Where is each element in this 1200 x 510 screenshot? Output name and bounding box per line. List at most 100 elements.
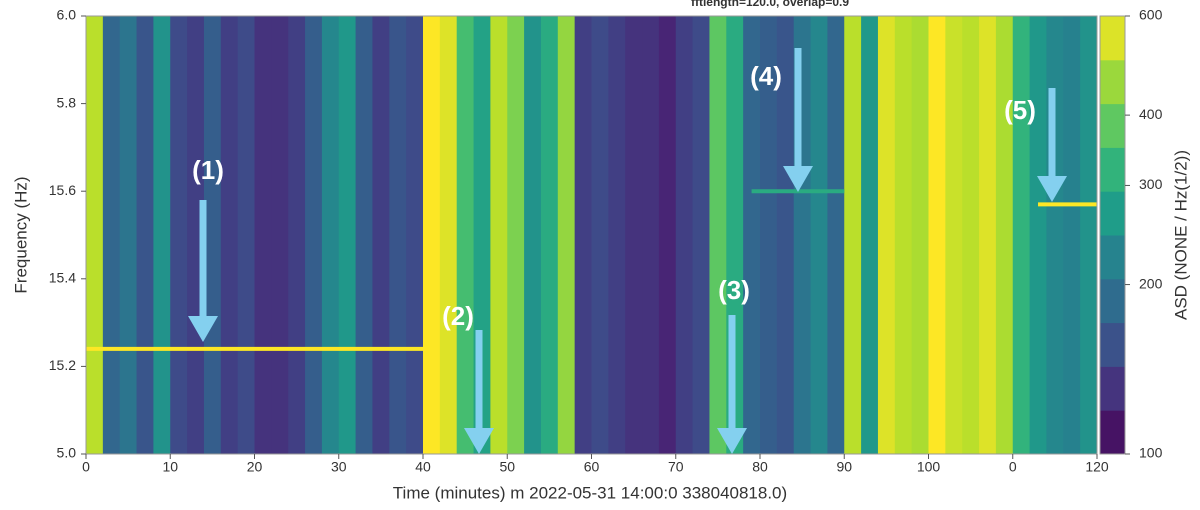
spectrogram-column [203, 16, 222, 454]
annotation: (3) [718, 275, 750, 305]
spectrogram-column [928, 16, 946, 454]
spectrogram-column [709, 16, 727, 454]
annotation: (4) [750, 61, 782, 91]
spectrogram-column [170, 16, 188, 454]
spectrogram-column [625, 16, 643, 454]
colorbar-tick-label: 100 [1139, 445, 1163, 461]
colorbar-step [1100, 410, 1125, 455]
annotation: (2) [442, 301, 474, 331]
spectrogram-column [389, 16, 407, 454]
spectrogram-column [423, 16, 441, 454]
arrow-head [1037, 176, 1067, 202]
spectrogram-column [153, 16, 171, 454]
x-tick-label: 70 [668, 459, 684, 475]
spectrogram-column [305, 16, 323, 454]
spectrogram-column [658, 16, 677, 454]
colorbar-step [1100, 16, 1125, 61]
colorbar-step [1100, 103, 1125, 148]
spectrogram-column [321, 16, 340, 454]
x-tick-label: 100 [917, 459, 941, 475]
spectrogram-column [995, 16, 1014, 454]
spectrogram-column [456, 16, 475, 454]
x-tick-label: 0 [1009, 459, 1017, 475]
y-tick-label: 15.6 [49, 182, 76, 198]
spectrogram-column [490, 16, 508, 454]
chart-title: fftlength=120.0, overlap=0.9 [691, 0, 849, 9]
spectrogram-column [608, 16, 626, 454]
spectrogram-column [591, 16, 609, 454]
colorbar-step [1100, 278, 1125, 324]
x-tick-label: 90 [836, 459, 852, 475]
colorbar-step [1100, 191, 1125, 236]
spectrogram-column [642, 16, 660, 454]
spectrogram-column [1080, 16, 1098, 454]
spectrogram-column [372, 16, 390, 454]
x-tick-label: 30 [331, 459, 347, 475]
annotation: (1) [192, 155, 224, 185]
spectrogram-column [220, 16, 239, 454]
colorbar-step [1100, 59, 1125, 105]
spectrogram-column [743, 16, 761, 454]
spectrogram-column [962, 16, 980, 454]
spectrogram-column [406, 16, 424, 454]
spectrogram-column [237, 16, 255, 454]
colorbar-label: ASD (NONE / Hz(1/2)) [1171, 150, 1190, 320]
y-tick-label: 5.0 [57, 445, 77, 461]
x-tick-label: 80 [752, 459, 768, 475]
spectrogram-column [119, 16, 138, 454]
x-axis-label: Time (minutes) m 2022-05-31 14:00:0 3380… [393, 483, 787, 502]
spectrogram-column [776, 16, 795, 454]
spectrogram-column [102, 16, 121, 454]
spectrogram-column [894, 16, 913, 454]
colorbar-step [1100, 366, 1125, 411]
spectrogram-column [338, 16, 357, 454]
colorbar-step [1100, 322, 1125, 367]
colorbar-tick-label: 200 [1139, 275, 1163, 291]
spectrogram-column [844, 16, 862, 454]
colorbar-frame [1099, 15, 1126, 455]
annotations: (1) (2) (3) (4) (5) [188, 48, 1067, 454]
spectrogram-column [1046, 16, 1064, 454]
spectrogram-column [979, 16, 997, 454]
x-tick-label: 40 [415, 459, 431, 475]
spectrogram-column [271, 16, 289, 454]
y-tick-label: 5.8 [57, 94, 77, 110]
spectrogram-column [945, 16, 963, 454]
spectrogram-column [86, 16, 104, 454]
annotation: (5) [1004, 95, 1036, 125]
spectrogram-column [1063, 16, 1081, 454]
spectrogram-column [355, 16, 373, 454]
y-tick-label: 6.0 [57, 7, 77, 23]
arrow-head [717, 428, 747, 454]
spectrogram-column [877, 16, 896, 454]
y-tick-label: 15.4 [49, 270, 76, 286]
arrow-head [188, 316, 218, 342]
spectrogram-column [574, 16, 592, 454]
y-axis-label: Frequency (Hz) [11, 176, 30, 293]
spectrogram-column [692, 16, 710, 454]
x-tick-label: 20 [247, 459, 263, 475]
spectrogram-column [136, 16, 154, 454]
x-tick-label: 10 [162, 459, 178, 475]
arrow-head [783, 166, 813, 192]
spectrogram-column [557, 16, 576, 454]
spectrogram-column [507, 16, 525, 454]
plot-area [86, 16, 1098, 454]
x-tick-label: 0 [82, 459, 90, 475]
x-tick-label: 120 [1085, 459, 1109, 475]
spectrogram-column [187, 16, 205, 454]
spectrogram-column [524, 16, 542, 454]
colorbar-tick-label: 600 [1139, 7, 1163, 23]
y-tick-label: 15.2 [49, 357, 76, 373]
x-tick-label: 50 [499, 459, 515, 475]
spectrogram-column [540, 16, 559, 454]
spectrogram-column [439, 16, 458, 454]
spectrogram-column [288, 16, 306, 454]
spectrogram-column [911, 16, 929, 454]
spectrogram-column [827, 16, 845, 454]
colorbar-step [1100, 147, 1125, 192]
spectrogram-column [810, 16, 828, 454]
arrow-head [464, 428, 494, 454]
spectrogram-column [760, 16, 778, 454]
